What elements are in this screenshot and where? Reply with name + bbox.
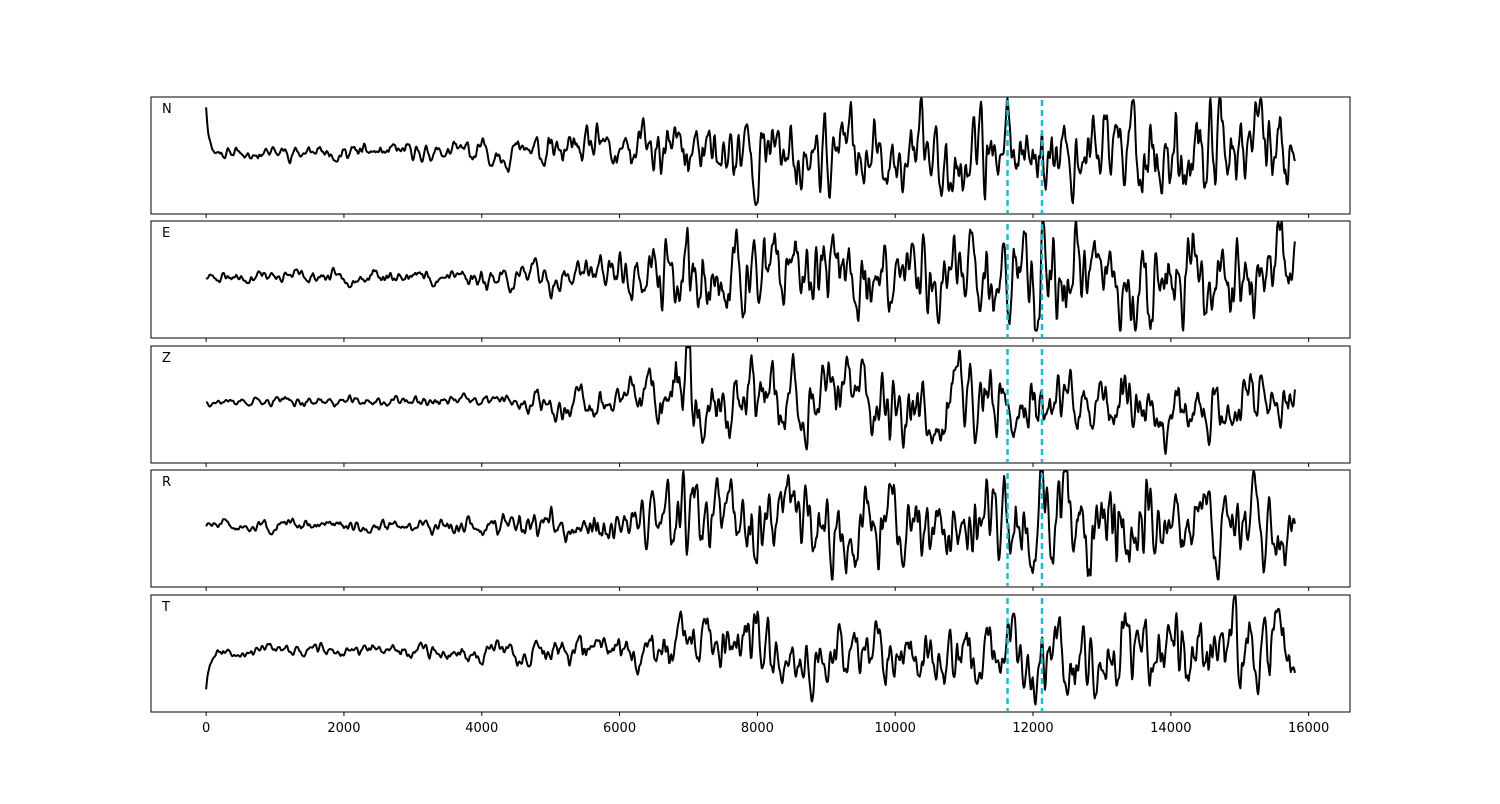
panel-e: E (150, 220, 1351, 342)
waveform-trace-e (205, 221, 1296, 332)
x-tick-label: 8000 (741, 721, 774, 736)
waveform-trace-n (205, 97, 1296, 206)
x-tick-label: 2000 (327, 721, 360, 736)
x-tick-label: 12000 (1012, 721, 1053, 736)
panel-frame (150, 96, 1351, 215)
panel-frame (150, 469, 1351, 588)
panel-z: Z (150, 345, 1351, 467)
panel-label: T (161, 600, 170, 615)
x-tick-label: 4000 (465, 721, 498, 736)
waveform-trace-z (205, 346, 1296, 455)
panel-label: N (162, 102, 172, 117)
waveform-trace-t (205, 595, 1296, 706)
panel-frame (150, 594, 1351, 713)
x-tick-label: 6000 (603, 721, 636, 736)
panel-frame (150, 345, 1351, 464)
x-tick-label: 16000 (1288, 721, 1329, 736)
panel-n: N (150, 96, 1351, 218)
panel-label: R (162, 475, 171, 490)
x-tick-label: 10000 (875, 721, 916, 736)
panel-t: T (150, 594, 1351, 716)
panel-frame (150, 220, 1351, 339)
x-tick-label: 0 (202, 721, 210, 736)
panel-r: R (150, 469, 1351, 591)
waveform-trace-r (205, 470, 1296, 581)
panel-label: Z (162, 351, 171, 366)
x-tick-label: 14000 (1150, 721, 1191, 736)
panel-label: E (162, 226, 170, 241)
